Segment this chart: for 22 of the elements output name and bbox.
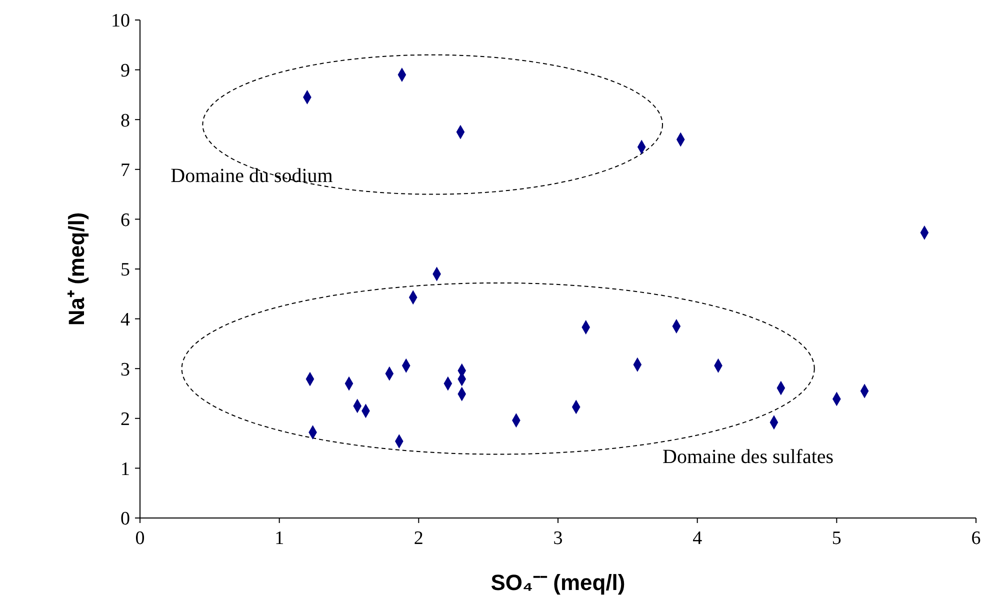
y-tick-label: 6 — [120, 210, 130, 231]
annotation: Domaine du sodium — [170, 164, 334, 187]
y-tick-label: 2 — [120, 409, 130, 430]
x-tick-label: 2 — [414, 528, 424, 549]
annotation: Domaine des sulfates — [662, 446, 834, 468]
y-tick-label: 10 — [111, 10, 130, 32]
x-tick-label: 5 — [832, 528, 842, 549]
x-tick-label: 4 — [692, 528, 703, 549]
y-tick-label: 4 — [120, 309, 130, 330]
x-tick-label: 6 — [971, 528, 981, 549]
y-tick-label: 3 — [120, 359, 130, 380]
y-tick-label: 5 — [120, 260, 130, 281]
x-axis-title: SO₄⁻⁻ (meq/l) — [490, 570, 626, 595]
x-tick-label: 0 — [135, 528, 145, 549]
x-tick-label: 1 — [274, 528, 284, 549]
y-tick-label: 0 — [120, 508, 130, 530]
y-tick-label: 9 — [120, 60, 130, 82]
y-axis-title: Na⁺ (meq/l) — [64, 212, 89, 326]
y-tick-label: 7 — [120, 160, 130, 182]
y-tick-label: 1 — [120, 458, 130, 480]
y-tick-label: 8 — [120, 110, 130, 132]
x-tick-label: 3 — [553, 528, 563, 549]
